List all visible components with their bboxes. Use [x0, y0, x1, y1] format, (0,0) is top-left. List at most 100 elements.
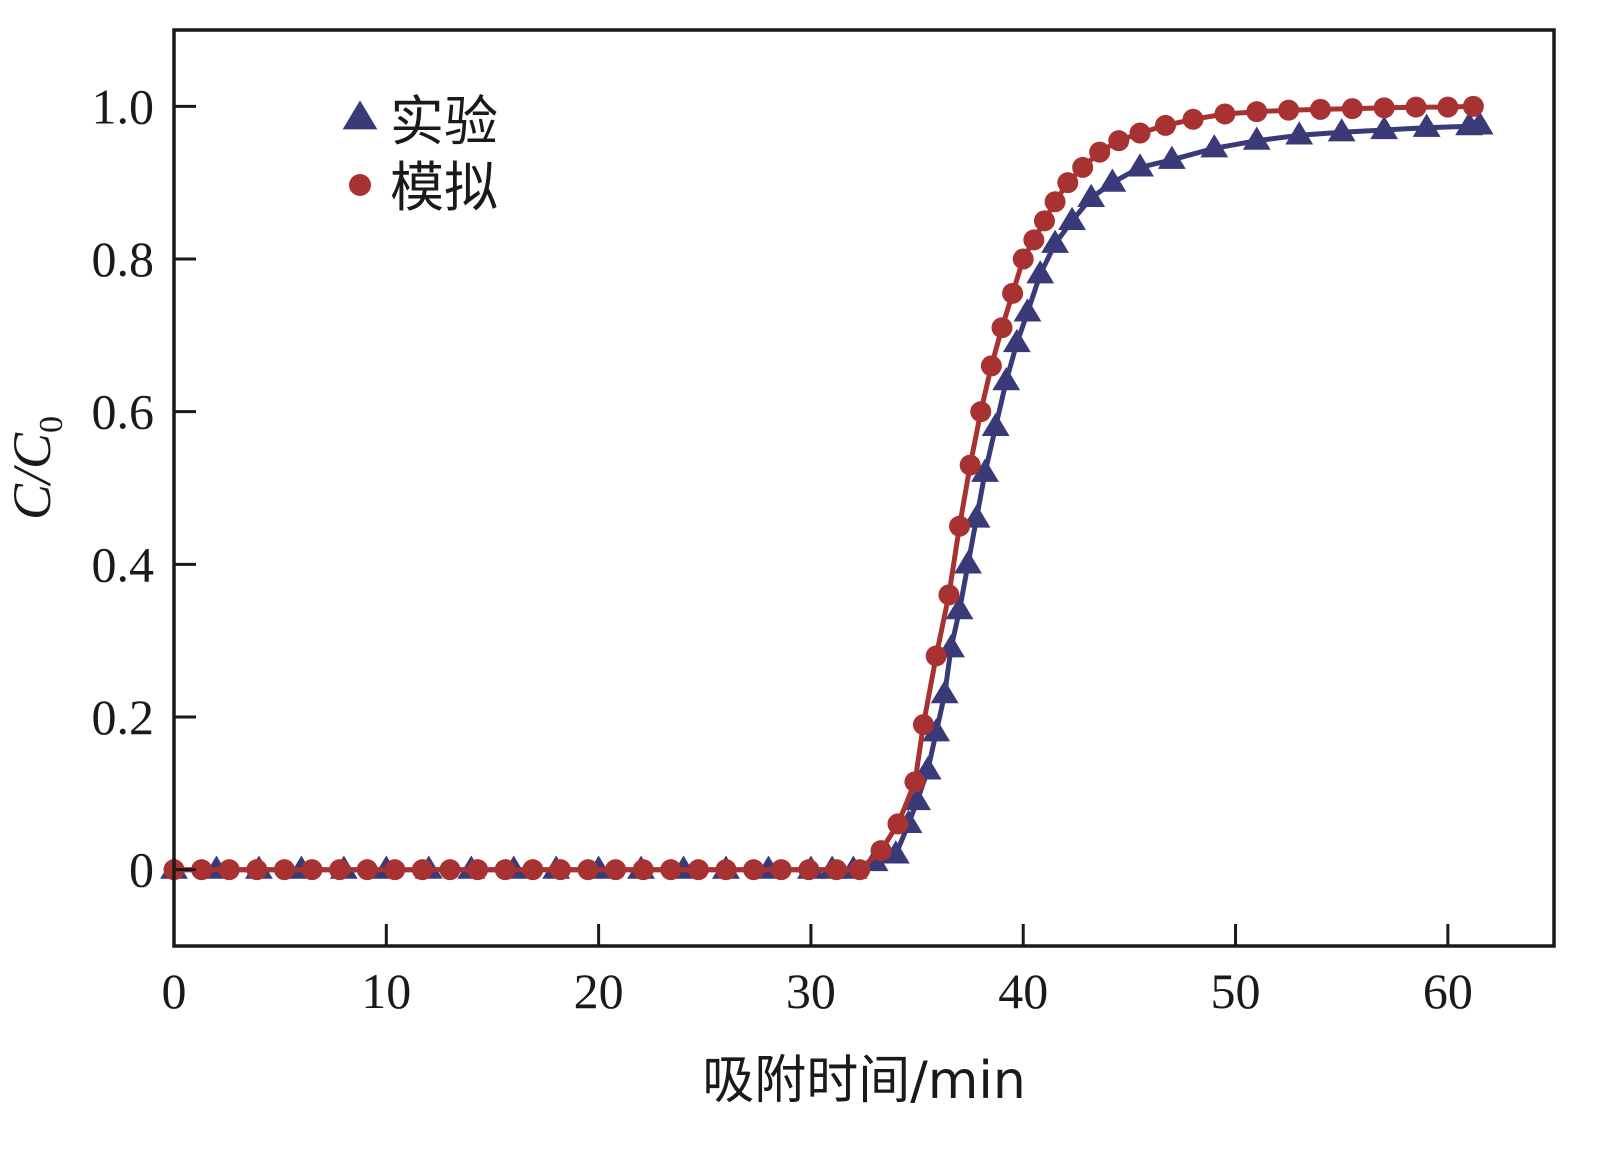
series-layer — [160, 95, 1494, 881]
data-point-circle — [949, 515, 971, 537]
legend-label-experiment: 实验 — [390, 90, 498, 153]
data-point-circle — [743, 859, 765, 881]
data-point-triangle — [954, 550, 982, 574]
data-point-circle — [1405, 96, 1427, 118]
y-tick-label: 0.8 — [92, 231, 155, 287]
data-point-circle — [825, 859, 847, 881]
data-point-triangle — [971, 458, 999, 482]
data-point-circle — [1033, 210, 1055, 232]
data-point-circle — [1154, 114, 1176, 136]
data-point-triangle — [1126, 153, 1154, 177]
x-tick-label: 20 — [574, 963, 624, 1019]
data-point-triangle — [1041, 229, 1069, 253]
x-tick-label: 0 — [162, 963, 187, 1019]
data-point-triangle — [930, 679, 959, 704]
data-point-circle — [770, 859, 792, 881]
legend-marker-simulation — [349, 174, 371, 196]
data-point-circle — [1057, 172, 1079, 194]
data-point-circle — [1012, 248, 1034, 270]
data-point-circle — [605, 859, 627, 881]
data-point-circle — [246, 859, 268, 881]
legend-marker-experiment — [342, 100, 378, 130]
data-point-circle — [384, 859, 406, 881]
data-point-circle — [849, 859, 871, 881]
data-point-circle — [1108, 130, 1130, 152]
y-tick-label: 0 — [129, 842, 154, 898]
data-point-circle — [870, 840, 892, 862]
data-point-circle — [411, 859, 433, 881]
data-point-circle — [687, 859, 709, 881]
data-point-triangle — [945, 595, 974, 620]
data-point-circle — [1002, 282, 1024, 304]
data-point-circle — [798, 859, 820, 881]
data-point-circle — [1246, 101, 1268, 123]
y-tick-label: 1.0 — [92, 78, 155, 134]
data-point-circle — [467, 859, 489, 881]
data-point-triangle — [1157, 145, 1186, 169]
series-experiment — [160, 111, 1494, 879]
data-point-circle — [439, 859, 461, 881]
data-point-circle — [912, 714, 934, 736]
y-tick-label: 0.4 — [92, 536, 155, 592]
data-point-triangle — [962, 504, 991, 528]
data-point-triangle — [1002, 328, 1031, 353]
legend: 实验 模拟 — [342, 90, 498, 219]
data-point-circle — [522, 859, 544, 881]
data-point-triangle — [1285, 121, 1314, 145]
data-point-triangle — [1098, 168, 1127, 192]
data-point-circle — [577, 859, 599, 881]
data-point-circle — [715, 859, 737, 881]
data-point-circle — [632, 859, 654, 881]
data-point-circle — [1044, 191, 1066, 213]
data-point-triangle — [1327, 118, 1356, 142]
data-point-circle — [1437, 96, 1459, 118]
y-axis-title-main: C/C — [2, 432, 62, 520]
data-point-circle — [660, 859, 682, 881]
data-point-circle — [1072, 156, 1094, 178]
data-point-triangle — [1242, 126, 1271, 150]
data-point-triangle — [1026, 260, 1055, 284]
data-point-triangle — [1412, 113, 1441, 137]
data-point-circle — [1129, 122, 1151, 144]
data-point-circle — [329, 859, 351, 881]
data-point-circle — [887, 813, 909, 835]
data-point-circle — [1023, 229, 1045, 251]
data-point-circle — [959, 454, 981, 476]
axis-ticks: 0 10 20 30 40 50 60 0 0.2 0.4 0.6 0.8 1.0 — [92, 78, 1473, 1019]
data-point-circle — [904, 771, 926, 793]
x-tick-label: 30 — [786, 963, 836, 1019]
x-tick-label: 40 — [998, 963, 1048, 1019]
data-point-triangle — [1013, 298, 1042, 322]
data-point-circle — [970, 401, 992, 423]
series-simulation — [163, 95, 1484, 881]
plot-frame — [172, 28, 1556, 948]
data-point-circle — [301, 859, 323, 881]
data-point-triangle — [922, 718, 951, 742]
data-point-triangle — [1200, 134, 1229, 158]
y-tick-label: 0.2 — [92, 689, 155, 745]
legend-label-simulation: 模拟 — [390, 156, 498, 219]
y-axis-title-subscript: 0 — [33, 416, 70, 433]
data-point-triangle — [903, 786, 931, 811]
x-tick-label: 50 — [1211, 963, 1261, 1019]
data-point-circle — [1309, 98, 1331, 120]
data-point-triangle — [881, 840, 910, 864]
data-point-circle — [925, 645, 947, 667]
x-axis-title: 吸附时间/min — [702, 1051, 1026, 1111]
data-point-circle — [494, 859, 516, 881]
data-point-circle — [356, 859, 378, 881]
data-point-circle — [273, 859, 295, 881]
data-point-circle — [1182, 108, 1204, 130]
data-point-circle — [1214, 103, 1236, 125]
data-point-circle — [980, 355, 1002, 377]
x-tick-label: 10 — [361, 963, 411, 1019]
data-point-circle — [1341, 98, 1363, 120]
data-point-circle — [549, 859, 571, 881]
x-tick-label: 60 — [1423, 963, 1473, 1019]
data-point-circle — [1089, 141, 1111, 163]
data-point-triangle — [992, 366, 1021, 391]
data-point-circle — [218, 859, 240, 881]
data-point-triangle — [1465, 111, 1494, 135]
data-point-circle — [938, 584, 960, 606]
